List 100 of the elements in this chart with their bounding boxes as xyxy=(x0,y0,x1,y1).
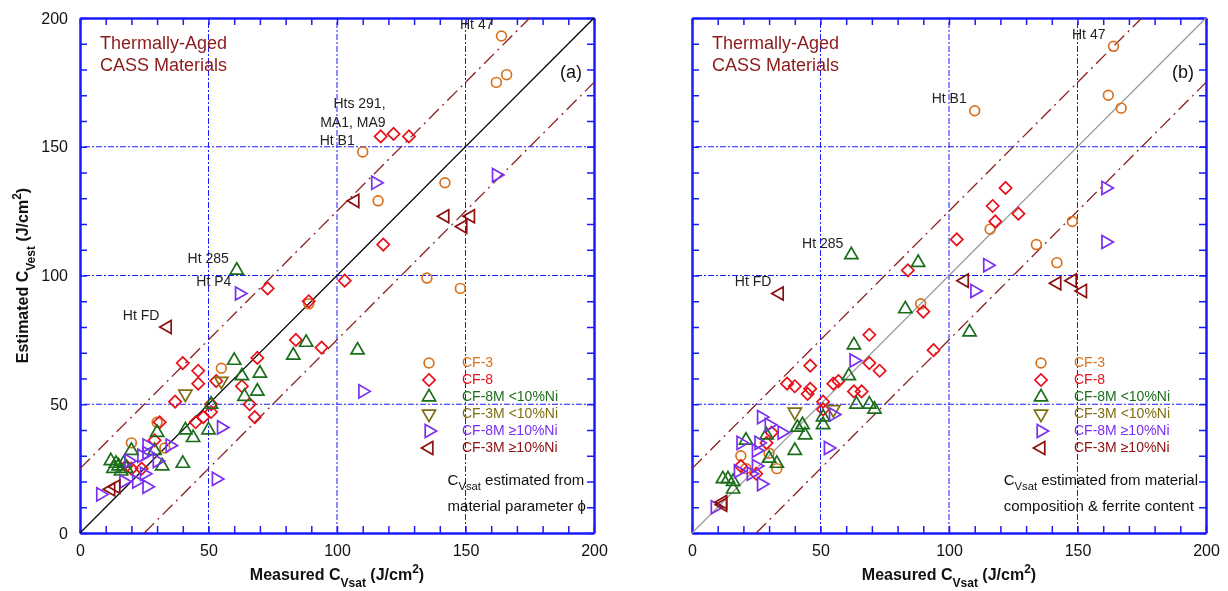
point xyxy=(769,455,785,469)
point xyxy=(454,219,468,234)
point xyxy=(867,400,882,415)
x-tick-label: 200 xyxy=(581,542,608,560)
point xyxy=(861,395,877,409)
point xyxy=(147,433,162,448)
point xyxy=(751,443,765,459)
point xyxy=(815,416,831,430)
point xyxy=(421,272,433,284)
point xyxy=(285,346,301,360)
annotation: Thermally-Aged CASS Materials xyxy=(100,32,228,75)
point xyxy=(249,382,265,397)
x-tick-label: 150 xyxy=(452,542,480,560)
point xyxy=(1011,206,1026,221)
point xyxy=(314,340,329,355)
point xyxy=(1063,273,1078,289)
point xyxy=(826,376,841,391)
point xyxy=(984,223,996,235)
point xyxy=(763,447,775,459)
point xyxy=(1115,102,1127,114)
point xyxy=(735,450,747,462)
point xyxy=(949,232,964,247)
point xyxy=(849,353,863,368)
point xyxy=(715,470,731,484)
point xyxy=(376,237,391,252)
point xyxy=(761,449,777,463)
point xyxy=(401,129,416,144)
point xyxy=(823,440,837,456)
point xyxy=(816,394,831,409)
point xyxy=(188,415,203,430)
point xyxy=(777,425,791,441)
point xyxy=(1051,256,1063,269)
legend-label: CF-8M <10%Ni xyxy=(462,387,559,404)
point xyxy=(736,435,750,451)
point xyxy=(756,409,770,425)
annotation: Ht B1 xyxy=(931,90,967,107)
point xyxy=(815,408,831,422)
point xyxy=(754,435,768,451)
point xyxy=(988,214,1003,229)
point xyxy=(151,416,163,428)
annotation: (b) xyxy=(1172,61,1194,82)
y-tick-label: 100 xyxy=(41,267,69,285)
point xyxy=(216,419,230,435)
point xyxy=(152,415,167,430)
point xyxy=(350,341,365,355)
point xyxy=(237,388,252,402)
annotation: C$_{Vsat}$ estimated from material parameter ϕ xyxy=(447,470,586,514)
point xyxy=(191,363,206,378)
point xyxy=(177,421,193,435)
point xyxy=(119,474,133,489)
point xyxy=(123,442,139,456)
point xyxy=(862,356,877,371)
x-axis-title: Measured C$_{Vsat}$ (J/cm$^{2}$) xyxy=(861,562,1037,590)
point xyxy=(771,462,783,475)
point xyxy=(152,453,166,469)
x-tick-label: 50 xyxy=(812,542,830,560)
point xyxy=(787,442,803,456)
point xyxy=(800,386,815,401)
point xyxy=(756,476,770,492)
point xyxy=(500,68,513,81)
point xyxy=(1066,215,1079,228)
point xyxy=(733,463,747,479)
point xyxy=(872,363,887,378)
legend-label: CF-3M ≥10%Ni xyxy=(462,438,558,455)
x-axis-title: Measured C$_{Vsat}$ (J/cm$^{2}$) xyxy=(249,562,425,590)
point xyxy=(175,455,191,469)
point xyxy=(789,418,805,433)
point xyxy=(346,193,360,209)
annotation: Hts 291, MA1, MA9 xyxy=(320,94,386,130)
point xyxy=(787,379,802,394)
point xyxy=(234,379,249,394)
point xyxy=(298,334,314,348)
point xyxy=(191,376,206,391)
x-tick-label: 50 xyxy=(200,542,218,560)
point xyxy=(862,327,877,342)
annotation: Ht B1 xyxy=(319,131,355,148)
point xyxy=(124,453,138,469)
point xyxy=(436,208,450,224)
point xyxy=(910,254,926,268)
point xyxy=(720,470,736,484)
point xyxy=(125,437,138,449)
point xyxy=(490,76,503,89)
point xyxy=(968,104,981,117)
point xyxy=(211,471,225,487)
point xyxy=(301,294,316,309)
annotation: Ht P4 xyxy=(196,273,232,290)
point xyxy=(302,298,315,310)
point xyxy=(147,442,162,456)
point xyxy=(725,473,741,487)
point xyxy=(795,416,810,430)
point xyxy=(797,426,813,440)
x-tick-label: 150 xyxy=(1064,542,1092,560)
point xyxy=(1107,40,1120,53)
annotation: Ht 285 xyxy=(802,234,844,251)
x-tick-label: 100 xyxy=(324,542,351,560)
point xyxy=(710,499,724,515)
point xyxy=(998,180,1013,195)
point xyxy=(849,395,864,409)
legend-label: CF-3M <10%Ni xyxy=(1074,404,1171,421)
y-tick-label: 150 xyxy=(41,138,69,156)
